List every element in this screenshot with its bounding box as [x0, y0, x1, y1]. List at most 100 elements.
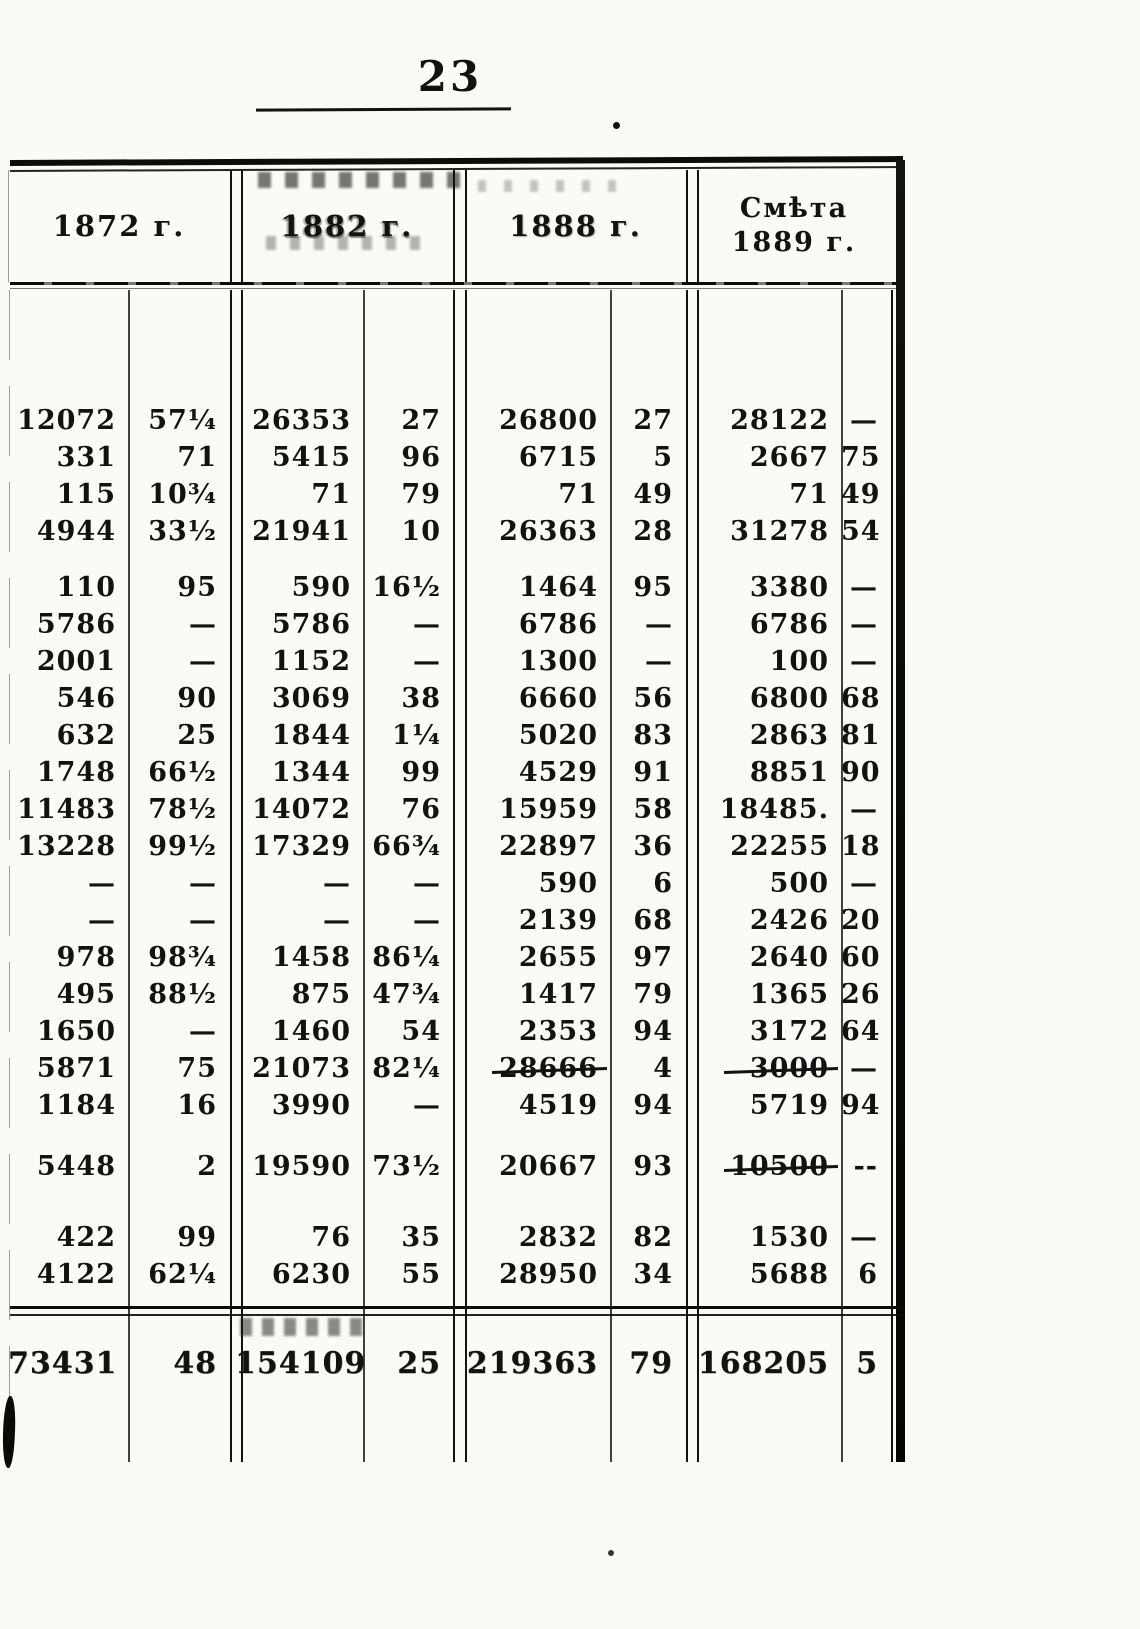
ruble-cell: 28122 — [730, 405, 829, 436]
table-row: 632 25 1844 1¼ 5020 83 2863 81 — [8, 717, 896, 754]
kopeck-cell: 10¾ — [148, 479, 217, 510]
kopeck-cell: 82¼ — [372, 1053, 441, 1084]
total-kopecks-1882: 25 — [397, 1346, 441, 1381]
table-row: 546 90 3069 38 6660 56 6800 68 — [8, 680, 896, 717]
kopeck-cell: 83 — [633, 720, 673, 751]
kopeck-cell: 49 — [841, 479, 881, 510]
kopeck-cell: 56 — [633, 683, 673, 714]
kopeck-cell: 81 — [841, 720, 881, 751]
ruble-cell: 13228 — [17, 831, 116, 862]
ruble-cell: 500 — [769, 868, 829, 899]
ruble-cell: 6660 — [518, 683, 598, 714]
table-row: 495 88½ 875 47¾ 1417 79 1365 26 — [8, 976, 896, 1013]
kopeck-cell: — — [645, 646, 673, 677]
kopeck-cell: 18 — [841, 831, 881, 862]
vertical-rule — [8, 170, 9, 282]
horizontal-rule — [10, 282, 903, 285]
ruble-cell: 28666 — [459, 1050, 610, 1087]
vertical-rule — [230, 170, 232, 282]
kopeck-cell: 75 — [841, 442, 881, 473]
kopeck-cell: 2 — [197, 1151, 217, 1182]
ruble-cell: 3990 — [271, 1090, 351, 1121]
kopeck-cell: 75 — [177, 1053, 217, 1084]
vertical-rule — [697, 170, 699, 282]
ruble-cell: 11483 — [17, 794, 116, 825]
ink-dot — [613, 122, 620, 129]
kopeck-cell: 94 — [841, 1090, 881, 1121]
kopeck-cell: 76 — [401, 794, 441, 825]
kopeck-cell: 54 — [841, 516, 881, 547]
kopeck-cell: — — [850, 794, 878, 825]
kopeck-cell: 16½ — [372, 572, 441, 603]
kopeck-cell: — — [413, 1090, 441, 1121]
vertical-rule — [241, 290, 243, 1462]
ruble-cell: 5786 — [271, 609, 351, 640]
ruble-cell: 1530 — [749, 1222, 829, 1253]
ruble-cell: 3000 — [691, 1050, 841, 1087]
ruble-cell: 20667 — [499, 1151, 598, 1182]
ruble-cell: 4122 — [36, 1259, 116, 1290]
table-row: 5871 75 21073 82¼ 28666 4 3000 — — [8, 1050, 896, 1087]
ruble-cell: 71 — [558, 479, 598, 510]
vertical-rule — [891, 290, 893, 1462]
ruble-cell: 875 — [291, 979, 351, 1010]
ruble-cell: 22255 — [730, 831, 829, 862]
ruble-cell: 3172 — [749, 1016, 829, 1047]
ruble-cell: 1300 — [518, 646, 598, 677]
ruble-cell: 4529 — [518, 757, 598, 788]
vertical-rule — [610, 290, 612, 1462]
kopeck-cell: 55 — [401, 1259, 441, 1290]
kopeck-cell: 91 — [633, 757, 673, 788]
totals-row: 73431 48 154109 25 219363 79 168205 5 — [8, 1342, 896, 1386]
table-row: 115 10¾ 71 79 71 49 71 49 — [8, 476, 896, 513]
table-row: 331 71 5415 96 6715 5 2667 75 — [8, 439, 896, 476]
ruble-cell: 1344 — [271, 757, 351, 788]
kopeck-cell: 58 — [633, 794, 673, 825]
kopeck-cell: 62¼ — [148, 1259, 217, 1290]
kopeck-cell: — — [850, 646, 878, 677]
ruble-cell: 1417 — [518, 979, 598, 1010]
kopeck-cell: 66¾ — [372, 831, 441, 862]
kopeck-cell: 71 — [177, 442, 217, 473]
kopeck-cell: 25 — [177, 720, 217, 751]
ruble-cell: 5871 — [36, 1053, 116, 1084]
kopeck-cell: 99 — [401, 757, 441, 788]
ruble-cell: 12072 — [17, 405, 116, 436]
vertical-rule — [686, 290, 688, 1462]
total-kopecks-1888: 79 — [629, 1346, 673, 1381]
ruble-cell: 495 — [56, 979, 116, 1010]
kopeck-cell: 1¼ — [392, 720, 441, 751]
kopeck-cell: 90 — [841, 757, 881, 788]
kopeck-cell: 16 — [177, 1090, 217, 1121]
total-kopecks-1889: 5 — [856, 1346, 878, 1381]
kopeck-cell: 90 — [177, 683, 217, 714]
kopeck-cell: — — [850, 572, 878, 603]
ruble-cell: 2001 — [36, 646, 116, 677]
column-header-smeta-1889: Смѣта 1889 г. — [731, 193, 857, 258]
kopeck-cell: 73½ — [372, 1151, 441, 1182]
totals-section: 73431 48 154109 25 219363 79 168205 5 — [8, 1318, 896, 1466]
ruble-cell: 14072 — [252, 794, 351, 825]
ruble-cell: 1184 — [36, 1090, 116, 1121]
kopeck-cell: 79 — [401, 479, 441, 510]
kopeck-cell: 68 — [633, 905, 673, 936]
horizontal-rule — [10, 288, 903, 289]
kopeck-cell: 93 — [633, 1151, 673, 1182]
kopeck-cell: — — [850, 868, 878, 899]
ruble-cell: 71 — [311, 479, 351, 510]
total-rubles-1872: 73431 — [8, 1346, 118, 1381]
kopeck-cell: 79 — [633, 979, 673, 1010]
kopeck-cell: — — [413, 905, 441, 936]
vertical-rule — [465, 170, 467, 282]
total-rubles-1888: 219363 — [466, 1346, 598, 1381]
table-row: — — — — 590 6 500 — — [8, 865, 896, 902]
table-row: 5448 2 19590 73½ 20667 93 10500 -- — [8, 1148, 896, 1185]
table-row: 12072 57¼ 26353 27 26800 27 28122 — — [8, 402, 896, 439]
kopeck-cell: 97 — [633, 942, 673, 973]
kopeck-cell: 27 — [633, 405, 673, 436]
ruble-cell: 1460 — [271, 1016, 351, 1047]
page-number: 23 — [417, 52, 483, 101]
ruble-cell: — — [88, 868, 116, 899]
kopeck-cell: — — [189, 646, 217, 677]
ruble-cell: 71 — [789, 479, 829, 510]
